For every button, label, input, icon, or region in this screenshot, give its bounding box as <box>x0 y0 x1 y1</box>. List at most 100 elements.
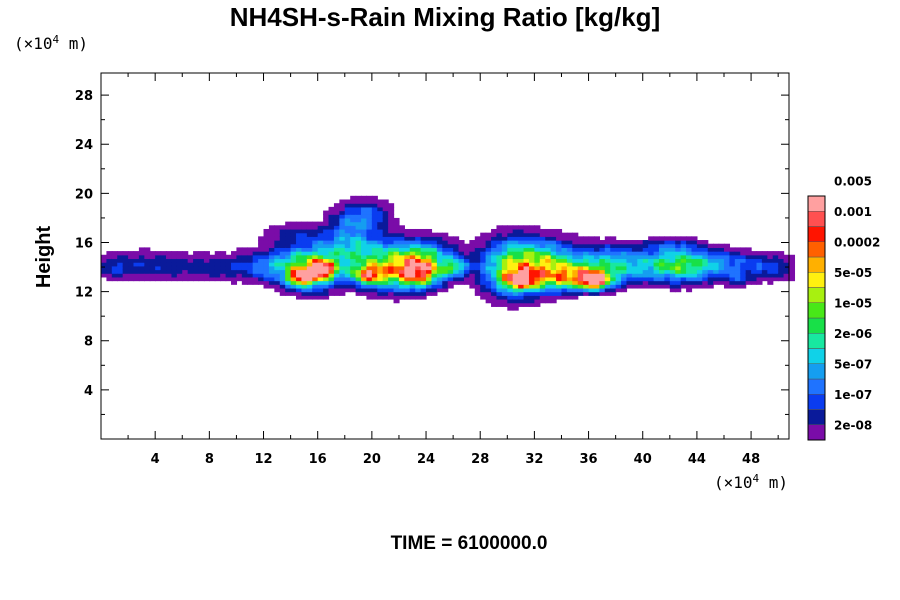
field-cell <box>696 258 703 263</box>
field-cell <box>225 265 232 271</box>
field-cell <box>317 262 324 267</box>
field-cell <box>680 265 687 271</box>
y-tick-label: 20 <box>75 187 93 202</box>
field-cell <box>138 251 145 256</box>
field-cell <box>610 247 617 252</box>
field-cell <box>301 232 308 237</box>
field-cell <box>350 284 357 289</box>
field-cell <box>718 258 725 263</box>
field-cell <box>220 262 227 267</box>
field-cell <box>501 247 508 252</box>
field-cell <box>691 273 698 278</box>
field-cell <box>409 232 416 237</box>
field-cell <box>561 265 568 271</box>
field-cell <box>361 243 368 248</box>
field-cell <box>312 284 319 289</box>
field-cell <box>723 273 731 278</box>
field-cell <box>485 287 492 293</box>
field-cell <box>350 243 357 248</box>
field-cell <box>572 273 579 278</box>
colorbar-label: 0.0002 <box>834 235 880 249</box>
field-cell <box>415 228 422 234</box>
field-cell <box>577 280 584 285</box>
field-cell <box>285 287 292 293</box>
field-cell <box>323 217 330 223</box>
field-cell <box>333 258 340 263</box>
field-cell <box>621 273 628 278</box>
field-cell <box>323 243 330 248</box>
x-axis: 4 8 12 16 20 24 28 32 36 40 44 48 <box>127 73 779 467</box>
field-cell <box>631 262 638 267</box>
field-cell <box>431 240 438 245</box>
field-cell <box>458 265 465 271</box>
field-cell <box>350 221 357 226</box>
field-cell <box>566 265 573 271</box>
field-cell <box>518 302 525 307</box>
field-cell <box>653 262 660 267</box>
y-tick-label: 28 <box>75 89 93 104</box>
field-cell <box>393 243 400 248</box>
field-cell <box>241 265 248 271</box>
field-cell <box>664 254 671 260</box>
field-cell <box>312 291 319 296</box>
field-cell <box>361 247 368 252</box>
field-cell <box>409 280 416 285</box>
field-cell <box>193 269 200 274</box>
field-cell <box>355 251 362 256</box>
field-cell <box>707 262 714 267</box>
field-cell <box>637 240 644 245</box>
field-cell <box>637 280 644 285</box>
field-cell <box>285 262 292 267</box>
field-cell <box>675 254 682 260</box>
field-cell <box>268 243 275 248</box>
field-cell <box>664 284 671 289</box>
field-cell <box>561 291 568 296</box>
field-cell <box>491 295 498 300</box>
field-cell <box>361 214 368 219</box>
field-cell <box>258 265 265 271</box>
field-cell <box>534 243 541 248</box>
field-cell <box>323 251 330 256</box>
field-cell <box>274 251 281 256</box>
field-cell <box>729 273 736 278</box>
field-cell <box>669 258 676 263</box>
field-cell <box>317 243 324 248</box>
field-cell <box>523 251 530 256</box>
field-cell <box>382 221 389 226</box>
field-cell <box>333 251 340 256</box>
field-cell <box>772 258 779 263</box>
field-cell <box>523 284 530 289</box>
field-cell <box>588 287 595 293</box>
field-cell <box>328 221 335 226</box>
field-cell <box>344 262 351 267</box>
field-cell <box>751 251 758 256</box>
field-cell <box>615 258 622 263</box>
field-cell <box>333 247 340 252</box>
colorbar-swatch <box>807 287 826 303</box>
field-cell <box>637 247 644 252</box>
field-cell <box>306 251 313 256</box>
field-cell <box>128 258 135 263</box>
field-cell <box>393 291 400 296</box>
field-cell <box>388 214 395 219</box>
field-cell <box>393 262 400 267</box>
field-cell <box>637 276 644 282</box>
field-cell <box>539 265 546 271</box>
field-cell <box>539 291 546 296</box>
field-cell <box>128 273 135 278</box>
field-cell <box>783 258 790 263</box>
field-cell <box>496 302 503 307</box>
field-cell <box>290 280 297 285</box>
field-cell <box>312 295 319 300</box>
field-cell <box>637 269 644 274</box>
field-cell <box>550 240 557 245</box>
field-cell <box>545 287 552 293</box>
field-cell <box>528 247 535 252</box>
field-cell <box>556 258 563 263</box>
field-cell <box>745 254 752 260</box>
field-cell <box>588 254 595 260</box>
field-cell <box>361 221 368 226</box>
field-cell <box>501 298 508 304</box>
field-cell <box>734 269 741 274</box>
field-cell <box>426 247 433 252</box>
